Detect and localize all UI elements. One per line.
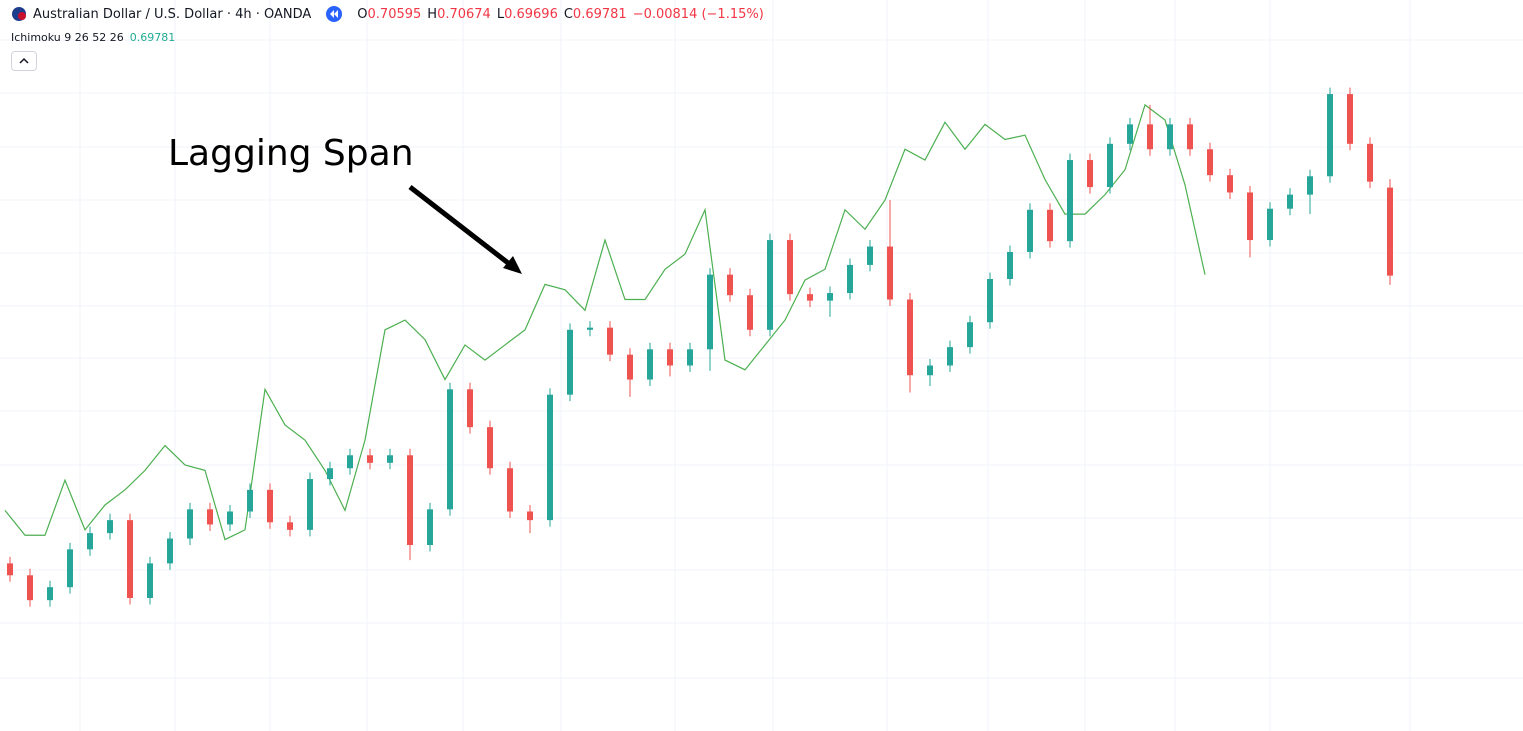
candle-body xyxy=(587,327,593,330)
candle-body xyxy=(687,349,693,366)
candle-body xyxy=(107,520,113,534)
candle-body xyxy=(787,240,793,295)
candle-body xyxy=(267,489,273,523)
candle-body xyxy=(327,468,333,480)
candle-body xyxy=(227,511,233,525)
candle-body xyxy=(1147,124,1153,150)
candle-body xyxy=(1007,251,1013,279)
candle-body xyxy=(927,365,933,376)
candle-body xyxy=(627,354,633,380)
ohlc-value: 0.69781 xyxy=(572,6,627,22)
candle-body xyxy=(947,347,953,366)
candle-body xyxy=(247,489,253,512)
symbol-icon xyxy=(12,7,26,21)
candle-body xyxy=(647,349,653,380)
candle-body xyxy=(487,427,493,469)
candle-body xyxy=(827,293,833,301)
candle-body xyxy=(907,299,913,376)
candle-body xyxy=(207,509,213,525)
legend-header: Australian Dollar / U.S. Dollar · 4h · O… xyxy=(10,5,770,23)
candle-body xyxy=(1347,94,1353,144)
candle-body xyxy=(567,329,573,395)
candle-body xyxy=(447,389,453,510)
candle-body xyxy=(1127,124,1133,144)
ohlc-label: L xyxy=(496,6,505,22)
candle-body xyxy=(1027,209,1033,252)
candle-body xyxy=(1087,160,1093,188)
candle-body xyxy=(707,274,713,350)
candle-body xyxy=(1267,208,1273,241)
candle-body xyxy=(807,294,813,301)
candle-body xyxy=(427,509,433,546)
symbol: Australian Dollar / U.S. Dollar · 4h · O… xyxy=(33,6,312,22)
candle-body xyxy=(1287,194,1293,209)
candle-body xyxy=(27,575,33,601)
candle-body xyxy=(407,455,413,546)
ohlc-value: 0.70595 xyxy=(367,6,422,22)
candle-body xyxy=(147,563,153,598)
candle-body xyxy=(547,394,553,521)
candle-body xyxy=(607,327,613,355)
candle-body xyxy=(287,522,293,530)
ohlc-value: 0.70674 xyxy=(437,6,491,22)
ohlc-value: 0.69696 xyxy=(504,6,558,22)
candle-body xyxy=(847,264,853,294)
candle-body xyxy=(67,549,73,588)
candle-body xyxy=(747,295,753,330)
candle-body xyxy=(1207,149,1213,176)
candle-body xyxy=(867,246,873,265)
candle-body xyxy=(1167,124,1173,150)
candle-body xyxy=(1067,160,1073,242)
chevron xyxy=(19,57,29,64)
candle-body xyxy=(87,533,93,550)
arrow xyxy=(408,185,514,268)
candle-body xyxy=(7,563,13,576)
indicator-name: Ichimoku 9 26 52 26 xyxy=(11,31,124,44)
candle-body xyxy=(967,322,973,348)
candle-body xyxy=(347,455,353,469)
candle-body xyxy=(1047,209,1053,242)
candle-body xyxy=(1307,176,1313,195)
candle-body xyxy=(767,240,773,330)
candle-body xyxy=(507,468,513,512)
candle-body xyxy=(167,538,173,564)
candle-body xyxy=(1387,187,1393,276)
candle-body xyxy=(1327,94,1333,177)
lagging-span xyxy=(4,103,1206,541)
candle-body xyxy=(467,389,473,428)
indicator-value: 0.69781 xyxy=(129,31,176,44)
candle-body xyxy=(187,509,193,539)
candle-body xyxy=(387,455,393,463)
candle-body xyxy=(307,479,313,530)
candle-body xyxy=(1227,175,1233,193)
candle-body xyxy=(1187,124,1193,150)
ohlc-label: H xyxy=(427,6,438,22)
indicator-legend: Ichimoku 9 26 52 26 0.69781 xyxy=(11,31,175,44)
change: −0.00814 (−1.15%) xyxy=(632,6,764,22)
candle-body xyxy=(527,511,533,521)
annotation: Lagging Span xyxy=(168,133,414,174)
candle-body xyxy=(1107,143,1113,188)
candle-body xyxy=(1367,143,1373,182)
candle-body xyxy=(127,520,133,598)
replay-button[interactable] xyxy=(325,5,343,23)
candle-body xyxy=(727,274,733,296)
arrow-head xyxy=(503,256,522,274)
candle-body xyxy=(987,278,993,323)
collapse-button[interactable] xyxy=(11,51,37,71)
candle-body xyxy=(1247,192,1253,241)
candle-body xyxy=(887,246,893,300)
ohlc-label: O xyxy=(357,6,368,22)
candle-body xyxy=(47,587,53,601)
candle-body xyxy=(367,455,373,463)
ohlc-label: C xyxy=(563,6,573,22)
candle-body xyxy=(667,349,673,366)
